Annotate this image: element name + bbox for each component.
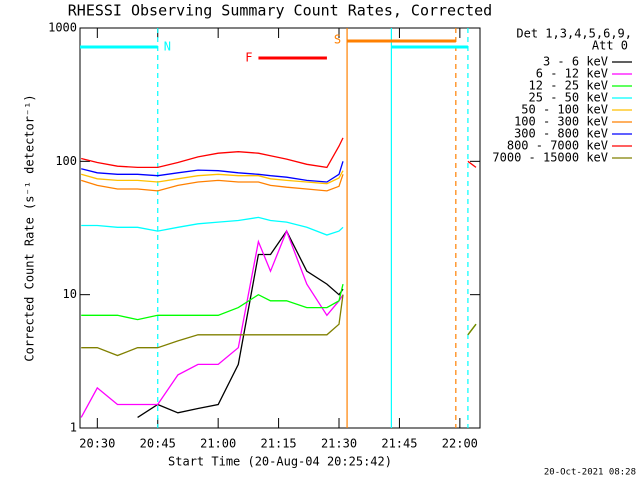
x-axis-label: Start Time (20-Aug-04 20:25:42) (168, 455, 392, 469)
series-line (81, 137, 477, 169)
x-tick-label: 21:15 (261, 437, 297, 451)
chart-title: RHESSI Observing Summary Count Rates, Co… (68, 2, 492, 20)
legend-label: 6 - 12 keV (536, 67, 608, 81)
legend-label: 7000 - 15000 keV (492, 151, 608, 165)
series-line (137, 229, 344, 418)
x-tick-label: 20:45 (140, 437, 176, 451)
footer: 20-Oct-2021 08:28 (544, 468, 636, 478)
y-tick-label: 1000 (48, 21, 77, 35)
series-line (81, 216, 344, 236)
legend-label: 800 - 7000 keV (507, 139, 608, 153)
flag-label: F (245, 51, 252, 65)
legend-label: 50 - 100 keV (521, 103, 608, 117)
legend-title: Att 0 (592, 39, 628, 53)
legend-label: 12 - 25 keV (529, 79, 608, 93)
legend-label: 100 - 300 keV (514, 115, 608, 129)
legend-label: 25 - 50 keV (529, 91, 608, 105)
y-axis-label: Corrected Count Rate (s⁻¹ detector⁻¹) (23, 94, 37, 361)
legend-label: 300 - 800 keV (514, 127, 608, 141)
x-tick-label: 21:00 (200, 437, 236, 451)
y-tick-label: 100 (55, 154, 77, 168)
y-tick-label: 10 (63, 287, 77, 301)
series-line (80, 229, 344, 418)
legend-title: Det 1,3,4,5,6,9, (516, 27, 632, 41)
series-line (81, 170, 344, 185)
flag-label: S (334, 33, 341, 47)
y-tick-label: 1 (70, 421, 77, 435)
plot-frame (79, 27, 481, 429)
legend-label: 3 - 6 keV (543, 55, 608, 69)
series-line (81, 294, 477, 357)
x-tick-label: 22:00 (442, 437, 478, 451)
x-tick-label: 20:30 (79, 437, 115, 451)
x-tick-label: 21:45 (381, 437, 417, 451)
series-line (81, 174, 344, 192)
series-line (81, 161, 344, 183)
x-tick-label: 21:30 (321, 437, 357, 451)
flag-label: N (164, 40, 171, 54)
